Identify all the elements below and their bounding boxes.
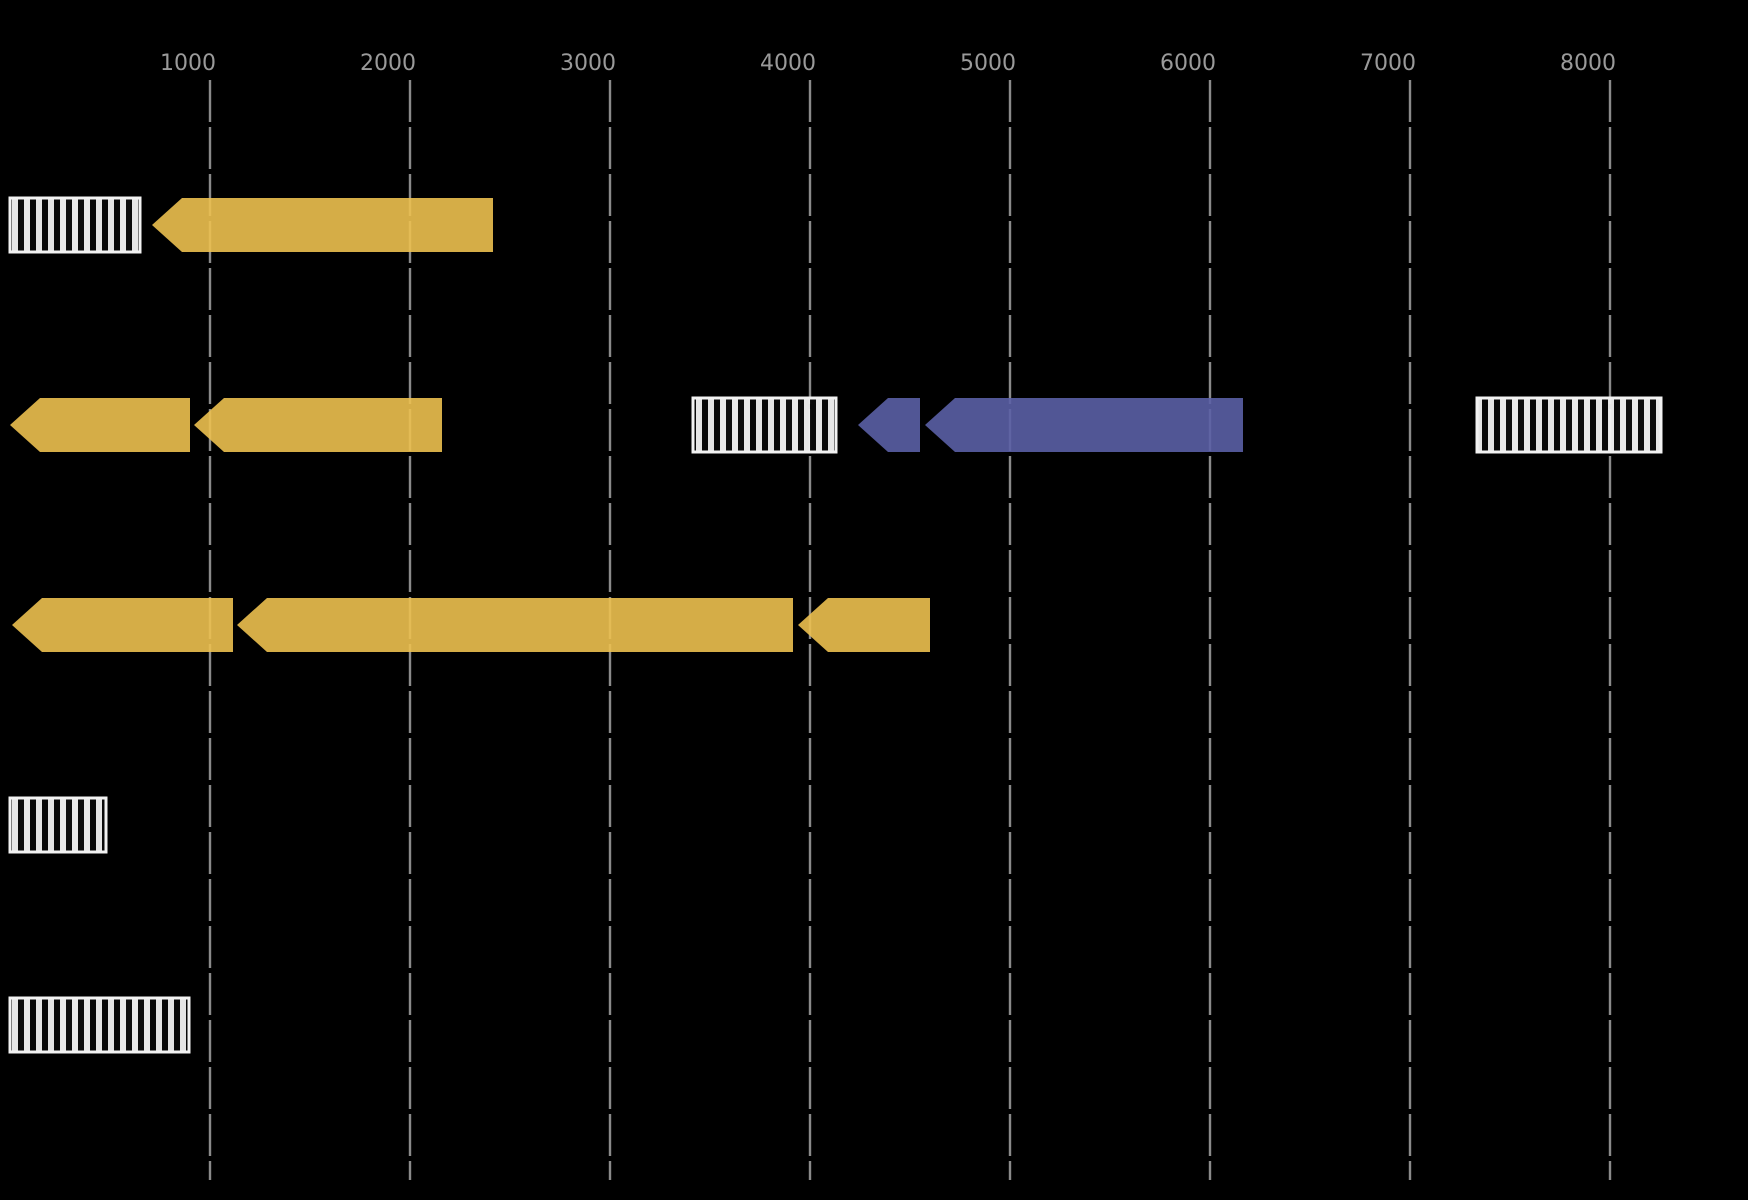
feature-gene-arrow-yellow: [798, 598, 930, 652]
axis-tick-label-3000: 3000: [560, 51, 616, 76]
feature-hatched-box: [8, 796, 108, 854]
feature-gene-arrow-yellow: [152, 198, 493, 252]
axis-tick-label-2000: 2000: [360, 51, 416, 76]
feature-hatched-box: [8, 196, 142, 254]
axis-tick-label-4000: 4000: [760, 51, 816, 76]
axis-tick-label-7000: 7000: [1360, 51, 1416, 76]
feature-gene-arrow-purple: [858, 398, 920, 452]
axis-tick-label-5000: 5000: [960, 51, 1016, 76]
axis-tick-label-1000: 1000: [160, 51, 216, 76]
feature-gene-arrow-yellow: [194, 398, 442, 452]
axis-tick-label-6000: 6000: [1160, 51, 1216, 76]
feature-gene-arrow-purple: [925, 398, 1243, 452]
feature-hatched-box: [1475, 396, 1663, 454]
feature-layer: [8, 196, 1663, 1054]
feature-gene-arrow-yellow: [10, 398, 190, 452]
axis-tick-label-8000: 8000: [1560, 51, 1616, 76]
feature-gene-arrow-yellow: [237, 598, 793, 652]
feature-hatched-box: [8, 996, 191, 1054]
axis-tick-label-layer: 1000 2000 3000 4000 5000 6000 7000 8000: [160, 51, 1616, 76]
feature-hatched-box: [691, 396, 838, 454]
feature-gene-arrow-yellow: [12, 598, 233, 652]
